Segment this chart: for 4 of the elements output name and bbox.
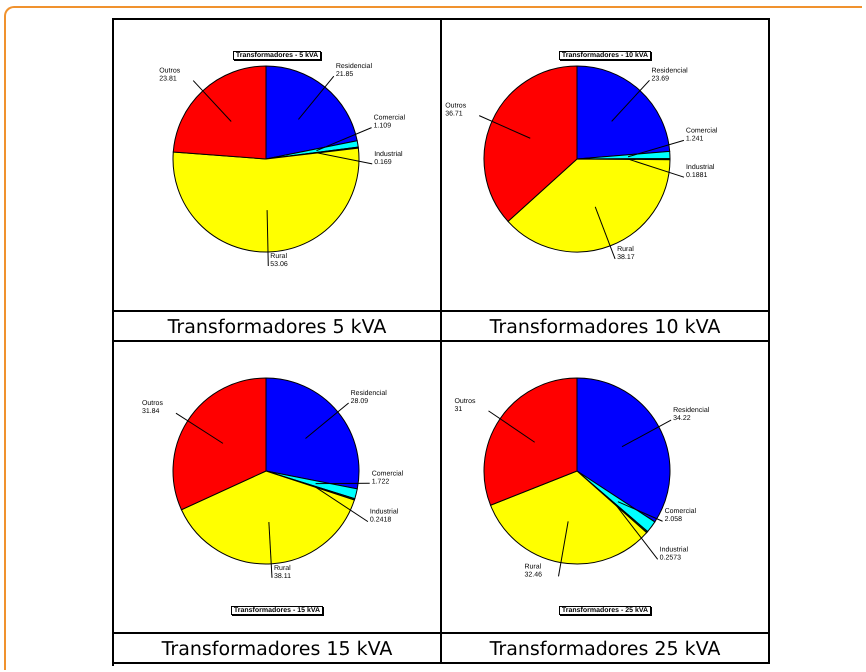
text: Transformadores 5 kVA [168,316,386,338]
text: Transformadores 25 kVA [490,638,720,660]
text: Transformadores 10 kVA [490,316,720,338]
text: Transformadores 15 kVA [162,638,392,660]
